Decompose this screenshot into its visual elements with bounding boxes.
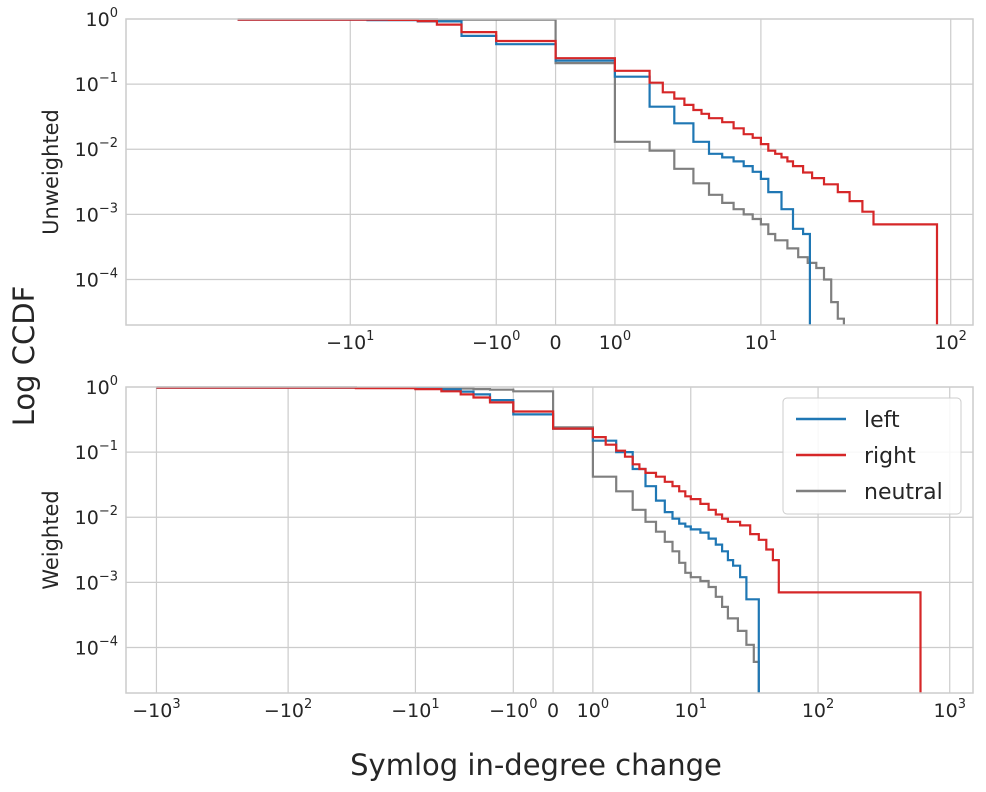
legend-label-right: right <box>864 444 916 469</box>
panel-unweighted: −101 −100 0 100 101 102 100 10−1 10−2 10−3 10−4 U… <box>39 6 974 354</box>
panel-weighted-series-neutral <box>156 386 760 693</box>
panel-weighted-ytick-label: 10−1 <box>75 439 118 464</box>
legend: left right neutral <box>782 397 962 515</box>
panel-unweighted-xtick-label: 101 <box>745 329 777 354</box>
panel-weighted-series-left <box>156 386 760 693</box>
panel-weighted-xtick-label: 0 <box>547 700 559 722</box>
panel-unweighted-frame <box>125 18 974 326</box>
panel-unweighted-xtick-label: 0 <box>550 332 562 354</box>
panel-unweighted-xtick-label: 102 <box>934 329 966 354</box>
panel-weighted-xtick-label: 102 <box>802 697 834 722</box>
panel-weighted: −103 −102 −101 −100 0 100 101 102 103 100 10−1 10−… <box>39 374 974 722</box>
panel-weighted-frame <box>125 386 974 694</box>
panel-weighted-xtick-label: −102 <box>264 697 312 722</box>
legend-box <box>782 397 962 515</box>
panel-weighted-ytick-label: 10−4 <box>75 634 118 659</box>
panel-unweighted-xtick-label: 100 <box>599 329 631 354</box>
panel-unweighted-xtick-label: −100 <box>472 329 520 354</box>
panel-unweighted-series-left <box>237 18 811 325</box>
panel-unweighted-ylabel: Unweighted <box>39 109 63 235</box>
panel-unweighted-ytick-label: 100 <box>86 6 118 31</box>
panel-weighted-xtick-label: 101 <box>675 697 707 722</box>
panel-unweighted-ytick-label: 10−1 <box>75 71 118 96</box>
legend-label-left: left <box>864 408 900 433</box>
panel-unweighted-ytick-label: 10−3 <box>75 201 118 226</box>
panel-weighted-xtick-label: 103 <box>934 697 966 722</box>
shared-xlabel: Symlog in-degree change <box>350 748 722 782</box>
panel-weighted-xtick-label: 100 <box>577 697 609 722</box>
panel-unweighted-series-right <box>237 18 939 325</box>
legend-label-neutral: neutral <box>864 480 943 505</box>
panel-weighted-ytick-label: 10−3 <box>75 569 118 594</box>
panel-unweighted-ytick-label: 10−2 <box>75 136 118 161</box>
panel-weighted-xtick-label: −103 <box>132 697 180 722</box>
shared-ylabel: Log CCDF <box>7 286 41 427</box>
panel-weighted-ytick-label: 10−2 <box>75 504 118 529</box>
panel-weighted-xtick-label: −101 <box>391 697 439 722</box>
panel-unweighted-ytick-label: 10−4 <box>75 266 118 291</box>
panel-weighted-series-right <box>156 386 922 693</box>
panel-weighted-ytick-label: 100 <box>86 374 118 399</box>
panel-weighted-xtick-label: −100 <box>489 697 537 722</box>
panel-unweighted-series-neutral <box>237 18 845 325</box>
panel-unweighted-xtick-label: −101 <box>326 329 374 354</box>
panel-weighted-ylabel: Weighted <box>39 490 63 589</box>
